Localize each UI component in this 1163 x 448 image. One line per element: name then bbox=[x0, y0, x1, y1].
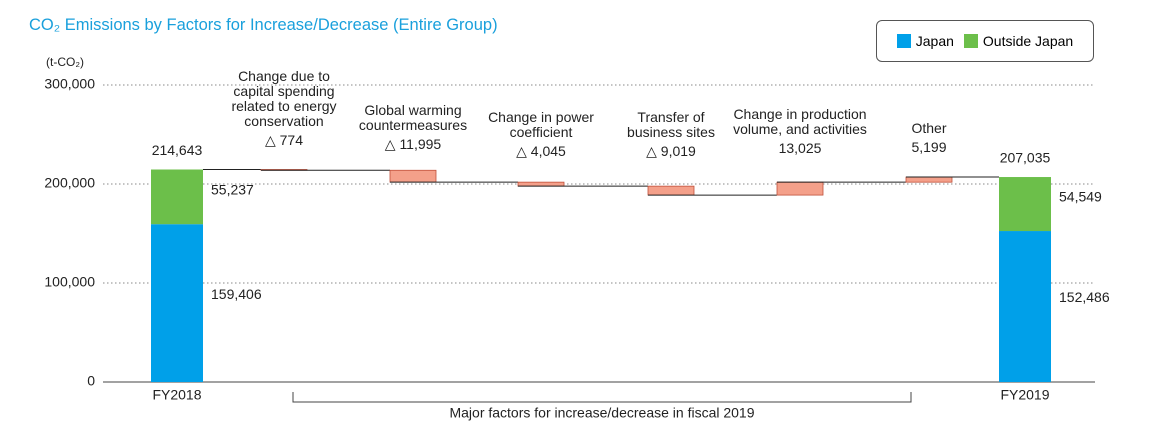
factor-label: Change in production volume, and activit… bbox=[730, 107, 870, 156]
factor-bar bbox=[517, 181, 565, 187]
factor-label: Other 5,199 bbox=[889, 121, 969, 155]
factor-category: Change due to capital spending related t… bbox=[231, 68, 337, 129]
total-label: 214,643 bbox=[152, 142, 203, 158]
factor-bar bbox=[389, 169, 437, 183]
legend-label: Japan bbox=[915, 33, 954, 49]
value-label: 54,549 bbox=[1059, 189, 1102, 205]
y-axis-label: (t-CO₂) bbox=[46, 55, 84, 69]
y-tick-label: 100,000 bbox=[44, 274, 95, 290]
bar-segment bbox=[999, 177, 1051, 232]
factor-category: Change in power coefficient bbox=[488, 109, 594, 140]
factor-value-label: △ 4,045 bbox=[516, 143, 566, 159]
factor-category: Other bbox=[911, 120, 947, 136]
total-label: 207,035 bbox=[1000, 150, 1051, 166]
x-tick-label: FY2018 bbox=[152, 387, 201, 403]
legend-label: Outside Japan bbox=[982, 33, 1074, 49]
legend-swatch bbox=[963, 34, 978, 48]
bar-segment bbox=[151, 224, 203, 382]
factor-value-label: 5,199 bbox=[911, 139, 947, 155]
factor-value-label: △ 774 bbox=[264, 132, 303, 148]
factor-label: Global warming countermeasures △ 11,995 bbox=[351, 103, 476, 152]
factor-bar bbox=[647, 185, 695, 196]
y-tick-label: 300,000 bbox=[44, 76, 95, 92]
factor-category: Change in production volume, and activit… bbox=[733, 106, 867, 137]
bar-segment bbox=[151, 169, 203, 225]
value-label: 152,486 bbox=[1059, 289, 1110, 305]
y-tick-label: 0 bbox=[87, 373, 95, 389]
legend-item: Outside Japan bbox=[963, 33, 1074, 49]
legend: Japan Outside Japan bbox=[876, 20, 1094, 62]
factor-category: Transfer of business sites bbox=[627, 109, 715, 140]
factor-value-label: 13,025 bbox=[778, 140, 822, 156]
factor-value-label: △ 9,019 bbox=[646, 143, 696, 159]
factor-bar bbox=[905, 176, 953, 183]
factor-category: Global warming countermeasures bbox=[358, 102, 468, 133]
bracket bbox=[292, 392, 912, 403]
value-label: 159,406 bbox=[211, 286, 262, 302]
factor-label: Transfer of business sites △ 9,019 bbox=[616, 110, 726, 159]
bar-segment bbox=[999, 231, 1051, 382]
factor-label: Change due to capital spending related t… bbox=[220, 69, 348, 148]
chart-title: CO₂ Emissions by Factors for Increase/De… bbox=[29, 16, 498, 34]
factor-label: Change in power coefficient △ 4,045 bbox=[477, 110, 605, 159]
value-label: 55,237 bbox=[211, 182, 254, 198]
legend-item: Japan bbox=[896, 33, 954, 49]
annotation: Major factors for increase/decrease in f… bbox=[449, 405, 754, 421]
y-tick-label: 200,000 bbox=[44, 175, 95, 191]
factor-bar bbox=[776, 181, 824, 196]
legend-swatch bbox=[896, 34, 911, 48]
x-tick-label: FY2019 bbox=[1000, 387, 1049, 403]
factor-value-label: △ 11,995 bbox=[384, 136, 442, 152]
